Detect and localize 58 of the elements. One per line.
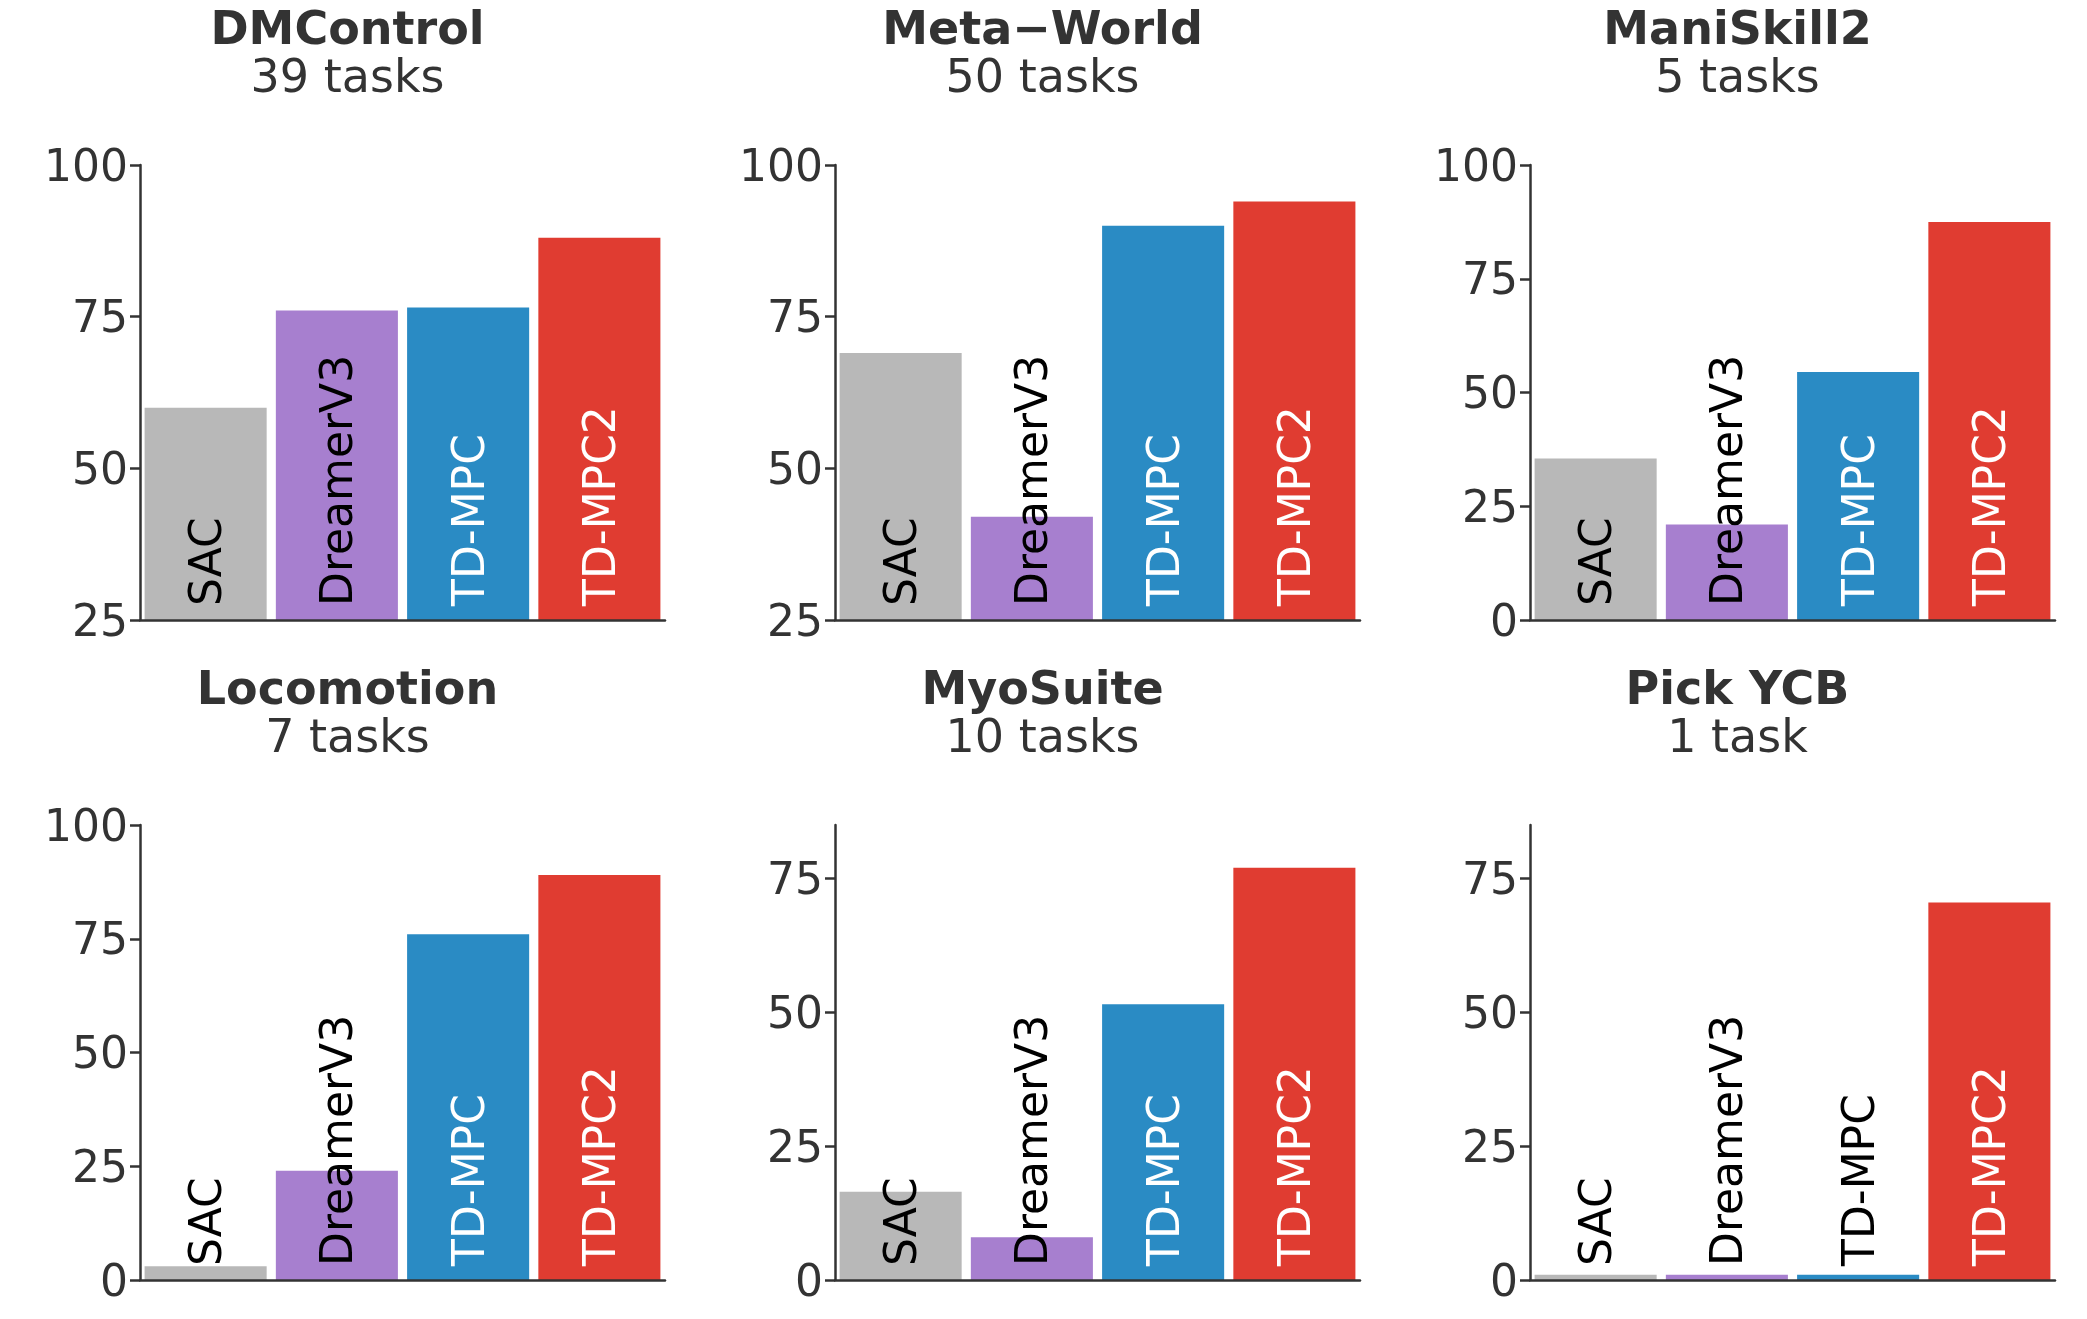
x-tick-label: TD-MPC2 <box>573 1066 625 1267</box>
x-tick-label: TD-MPC2 <box>573 406 625 607</box>
bar <box>1928 221 2051 620</box>
x-tick-label: DreamerV3 <box>311 1014 363 1266</box>
y-tick-label: 0 <box>795 1254 823 1306</box>
y-tick-label: 25 <box>72 1140 128 1192</box>
y-tick-label: 50 <box>767 442 823 494</box>
y-tick-label: 75 <box>767 291 823 343</box>
x-tick-label: SAC <box>180 517 232 606</box>
x-tick-label: TD-MPC <box>442 1094 494 1267</box>
x-tick-label: TD-MPC2 <box>1268 406 1320 607</box>
y-tick-label: 75 <box>72 291 128 343</box>
y-tick-label: 25 <box>1462 1120 1518 1172</box>
y-tick-label: 0 <box>1490 1254 1518 1306</box>
x-tick-label: TD-MPC <box>1832 1094 1884 1267</box>
y-tick-label: 100 <box>739 139 823 191</box>
y-tick-label: 50 <box>767 986 823 1038</box>
bar <box>144 1266 267 1280</box>
x-tick-label: TD-MPC <box>1137 434 1189 607</box>
x-tick-label: DreamerV3 <box>311 354 363 606</box>
x-tick-label: SAC <box>1570 1177 1622 1266</box>
x-tick-label: TD-MPC2 <box>1963 406 2015 607</box>
bar <box>538 875 661 1280</box>
y-tick-label: 25 <box>767 594 823 646</box>
x-tick-label: TD-MPC <box>1137 1094 1189 1267</box>
y-tick-label: 0 <box>1490 594 1518 646</box>
y-tick-label: 100 <box>44 799 128 851</box>
y-tick-label: 25 <box>72 594 128 646</box>
y-tick-label: 25 <box>1462 480 1518 532</box>
x-tick-label: DreamerV3 <box>1006 354 1058 606</box>
x-tick-label: SAC <box>875 1177 927 1266</box>
y-tick-label: 0 <box>100 1254 128 1306</box>
y-tick-label: 100 <box>1434 139 1518 191</box>
y-tick-label: 75 <box>72 913 128 965</box>
x-tick-label: TD-MPC2 <box>1268 1066 1320 1267</box>
bar <box>1102 1004 1225 1280</box>
bar <box>1233 867 1356 1280</box>
bar <box>1534 458 1657 620</box>
y-tick-label: 25 <box>767 1120 823 1172</box>
x-tick-label: SAC <box>180 1177 232 1266</box>
y-tick-label: 100 <box>44 139 128 191</box>
y-tick-label: 75 <box>1462 853 1518 905</box>
x-tick-label: TD-MPC2 <box>1963 1066 2015 1267</box>
y-tick-label: 50 <box>1462 367 1518 418</box>
y-tick-label: 50 <box>72 442 128 494</box>
x-tick-label: TD-MPC <box>1832 434 1884 607</box>
y-tick-label: 75 <box>767 853 823 905</box>
x-tick-label: DreamerV3 <box>1006 1014 1058 1266</box>
y-tick-label: 50 <box>72 1027 128 1078</box>
x-tick-label: SAC <box>875 517 927 606</box>
y-tick-label: 75 <box>1462 253 1518 305</box>
bar <box>1797 372 1920 620</box>
y-tick-label: 50 <box>1462 986 1518 1038</box>
x-tick-label: TD-MPC <box>442 434 494 607</box>
x-tick-label: DreamerV3 <box>1701 354 1753 606</box>
x-tick-label: DreamerV3 <box>1701 1014 1753 1266</box>
x-tick-label: SAC <box>1570 517 1622 606</box>
bar <box>407 934 530 1280</box>
